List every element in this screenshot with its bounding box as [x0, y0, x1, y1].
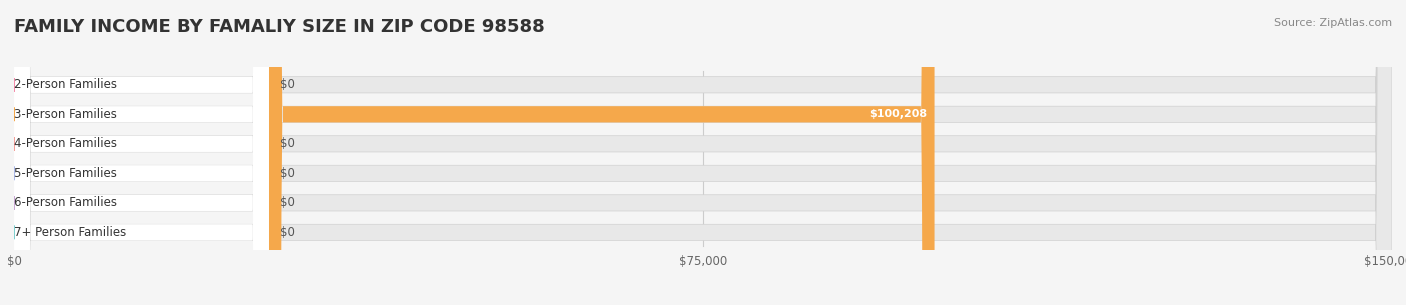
Text: 6-Person Families: 6-Person Families	[14, 196, 117, 209]
Text: $0: $0	[280, 78, 295, 91]
Text: 7+ Person Families: 7+ Person Families	[14, 226, 127, 239]
Text: 5-Person Families: 5-Person Families	[14, 167, 117, 180]
FancyBboxPatch shape	[269, 0, 935, 305]
FancyBboxPatch shape	[14, 0, 1392, 305]
FancyBboxPatch shape	[14, 0, 269, 305]
FancyBboxPatch shape	[14, 0, 269, 305]
FancyBboxPatch shape	[14, 0, 1392, 305]
Text: $0: $0	[280, 226, 295, 239]
Text: 2-Person Families: 2-Person Families	[14, 78, 117, 91]
FancyBboxPatch shape	[14, 0, 1392, 305]
FancyBboxPatch shape	[14, 0, 1392, 305]
FancyBboxPatch shape	[14, 0, 269, 305]
Text: $0: $0	[280, 196, 295, 209]
Text: $0: $0	[280, 167, 295, 180]
FancyBboxPatch shape	[14, 0, 269, 305]
Text: $100,208: $100,208	[869, 109, 928, 119]
Text: 4-Person Families: 4-Person Families	[14, 137, 117, 150]
Text: Source: ZipAtlas.com: Source: ZipAtlas.com	[1274, 18, 1392, 28]
Text: $0: $0	[280, 137, 295, 150]
FancyBboxPatch shape	[14, 0, 1392, 305]
Text: 3-Person Families: 3-Person Families	[14, 108, 117, 121]
FancyBboxPatch shape	[14, 0, 1392, 305]
Text: FAMILY INCOME BY FAMALIY SIZE IN ZIP CODE 98588: FAMILY INCOME BY FAMALIY SIZE IN ZIP COD…	[14, 18, 544, 36]
FancyBboxPatch shape	[14, 0, 269, 305]
FancyBboxPatch shape	[14, 0, 269, 305]
